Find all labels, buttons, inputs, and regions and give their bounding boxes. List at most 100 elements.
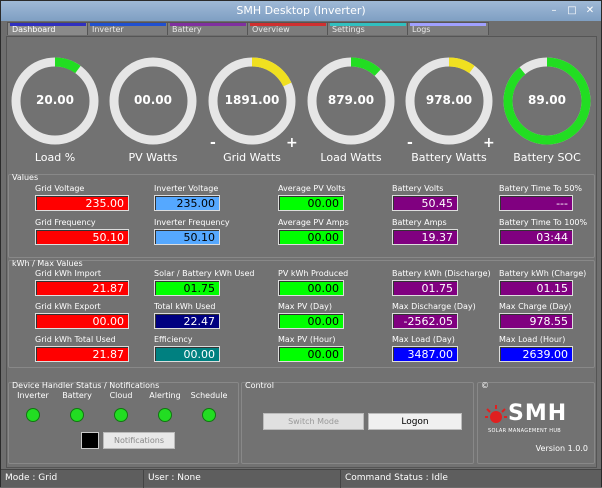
gauge-plus-sign: +: [483, 135, 495, 151]
field-label: Efficiency: [154, 335, 193, 344]
version-label: Version 1.0.0: [535, 444, 588, 453]
gauge-battery-soc: 89.00 Battery SOC: [501, 55, 593, 164]
device-status-battery-icon: [70, 408, 84, 422]
device-status-group: Device Handler Status / Notifications In…: [8, 381, 239, 464]
tab-label: Battery: [172, 25, 202, 34]
tab-label: Inverter: [92, 25, 124, 34]
field-value: 03:44: [499, 229, 573, 245]
tab-label: Overview: [252, 25, 290, 34]
kwh-group: kWh / Max Values Grid kWh Import 21.87 Sol…: [8, 259, 595, 368]
tab-color-stripe: [410, 23, 486, 26]
tab-color-stripe: [10, 23, 86, 26]
gauge-arc: [307, 57, 395, 145]
tab-battery[interactable]: Battery: [167, 22, 249, 35]
switch-mode-button[interactable]: Switch Mode: [263, 413, 364, 430]
device-status-schedule-icon: [202, 408, 216, 422]
gauge-grid-watts: 1891.00 Grid Watts - +: [206, 55, 298, 164]
field-value: 235.00: [35, 195, 129, 211]
close-icon[interactable]: ✕: [585, 5, 595, 16]
field-value: 00.00: [278, 346, 344, 362]
tab-logs[interactable]: Logs: [407, 22, 489, 35]
gauge-dial: [208, 57, 296, 145]
tab-label: Logs: [412, 25, 431, 34]
gauge-dial: [109, 57, 197, 145]
device-label-cloud: Cloud: [109, 391, 133, 400]
field-label: Average PV Amps: [278, 218, 349, 227]
field-value: -2562.05: [392, 313, 458, 329]
maximize-icon[interactable]: □: [567, 5, 577, 16]
gauge-value: 20.00: [36, 93, 74, 107]
gauge-label: Battery Watts: [411, 151, 487, 164]
smh-logo-icon: [484, 403, 508, 427]
tab-bar: Dashboard Inverter Battery Overview Settings…: [7, 22, 489, 36]
field-label: Battery Time To 50%: [499, 184, 583, 193]
status-user: User : None: [144, 470, 341, 488]
gauge-label: Battery SOC: [513, 151, 581, 164]
logo-subtitle: SOLAR MANAGEMENT HUB: [488, 428, 562, 434]
field-label: Total kWh Used: [154, 302, 216, 311]
dashboard-panel: 20.00 Load % 00.00 PV Watts 1891.00 Grid Watt…: [6, 36, 597, 468]
kwh-group-title: kWh / Max Values: [12, 259, 83, 268]
about-group: © SMH SOLAR MANAGEMENT HUB Version 1.0.0: [477, 381, 595, 464]
gauge-plus-sign: +: [286, 135, 298, 151]
notifications-button[interactable]: Notifications: [103, 432, 175, 449]
gauge-value: 00.00: [134, 93, 172, 107]
field-label: Max Discharge (Day): [392, 302, 476, 311]
field-value: 00.00: [154, 346, 220, 362]
gauge-value: 978.00: [425, 93, 473, 107]
control-group: Control Switch Mode Logon: [241, 381, 474, 464]
logon-button[interactable]: Logon: [368, 413, 462, 430]
field-label: Max PV (Day): [278, 302, 332, 311]
tab-label: Dashboard: [12, 25, 56, 34]
logo-text: SMH: [508, 401, 568, 426]
gauge-dial: [307, 57, 395, 145]
field-value: 00.00: [278, 229, 344, 245]
field-value: 01.75: [154, 280, 220, 296]
field-value: 50.10: [154, 229, 220, 245]
notification-indicator[interactable]: [81, 432, 99, 449]
field-value: 01.75: [392, 280, 458, 296]
gauge-label: PV Watts: [128, 151, 178, 164]
field-label: Max Load (Day): [392, 335, 455, 344]
tab-dashboard[interactable]: Dashboard: [7, 22, 89, 35]
gauge-minus-sign: -: [407, 135, 413, 151]
device-status-inverter-icon: [26, 408, 40, 422]
device-group-title: Device Handler Status / Notifications: [12, 381, 160, 390]
tab-color-stripe: [170, 23, 246, 26]
field-label: Grid kWh Total Used: [35, 335, 116, 344]
field-value: 00.00: [278, 280, 344, 296]
field-value: 2639.00: [499, 346, 573, 362]
status-bar: Mode : Grid User : None Command Status :…: [1, 469, 601, 488]
field-label: Inverter Voltage: [154, 184, 219, 193]
device-label-inverter: Inverter: [17, 391, 49, 400]
field-value: 01.15: [499, 280, 573, 296]
gauge-value: 1891.00: [224, 93, 280, 107]
gauge-dial: [503, 57, 591, 145]
field-label: Max PV (Hour): [278, 335, 336, 344]
field-label: Battery kWh (Charge): [499, 269, 587, 278]
gauge-dial: [405, 57, 493, 145]
tab-settings[interactable]: Settings: [327, 22, 409, 35]
field-label: Average PV Volts: [278, 184, 346, 193]
field-label: Battery kWh (Discharge): [392, 269, 491, 278]
tab-color-stripe: [330, 23, 406, 26]
gauge-label: Load %: [34, 151, 76, 164]
gauge-label: Load Watts: [320, 151, 382, 164]
field-label: Max Load (Hour): [499, 335, 566, 344]
field-value: 19.37: [392, 229, 458, 245]
values-group: Values Grid Voltage 235.00 Inverter Voltag…: [8, 173, 595, 258]
gauge-value: 89.00: [528, 93, 566, 107]
gauge-minus-sign: -: [210, 135, 216, 151]
title-bar: SMH Desktop (Inverter) – □ ✕: [1, 1, 601, 21]
gauge-row: 20.00 Load % 00.00 PV Watts 1891.00 Grid Watt…: [9, 55, 595, 185]
tab-overview[interactable]: Overview: [247, 22, 329, 35]
minimize-icon[interactable]: –: [551, 5, 557, 16]
device-label-alerting: Alerting: [149, 391, 181, 400]
tab-color-stripe: [90, 23, 166, 26]
tab-inverter[interactable]: Inverter: [87, 22, 169, 35]
field-value: 50.10: [35, 229, 129, 245]
status-command: Command Status : Idle: [345, 473, 448, 483]
tab-color-stripe: [250, 23, 326, 26]
field-value: 22.47: [154, 313, 220, 329]
gauge-value: 879.00: [327, 93, 375, 107]
